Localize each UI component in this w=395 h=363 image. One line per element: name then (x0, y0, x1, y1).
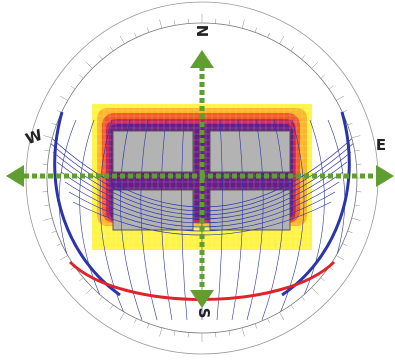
compass-tick (311, 61, 319, 69)
compass-tick (351, 135, 361, 139)
compass-tick (328, 86, 334, 90)
compass-tick (342, 243, 348, 246)
south-arrowhead-icon (190, 290, 214, 308)
compass-tick (110, 46, 114, 52)
compass-tick (119, 312, 125, 321)
north-arrowhead-icon (190, 50, 214, 68)
compass-tick (301, 55, 306, 60)
compass-tick (311, 287, 319, 295)
west-label: W (23, 126, 45, 149)
compass-tick (351, 217, 361, 221)
compass-tick (79, 74, 84, 79)
compass-tick (267, 32, 270, 38)
building-northwest (112, 130, 194, 173)
compass-tick (98, 55, 103, 60)
east-label: E (376, 136, 386, 154)
cardinal-arrows (6, 50, 394, 308)
compass-tick (134, 32, 137, 38)
compass-tick (98, 296, 103, 301)
compass-tick (320, 277, 325, 282)
compass-tick (44, 149, 50, 152)
compass-tick (347, 123, 353, 126)
compass-tick (301, 296, 306, 301)
compass-tick (159, 327, 163, 337)
compass-tick (159, 19, 163, 29)
compass-tick (70, 86, 76, 90)
west-arrowhead-icon (6, 165, 24, 187)
compass-tick (354, 149, 360, 152)
compass-tick (290, 304, 294, 310)
compass-tick (279, 312, 285, 321)
compass-tick (228, 20, 231, 26)
sun-hour-line (276, 119, 305, 321)
compass-tick (173, 20, 176, 26)
compass-tick (290, 46, 294, 52)
south-label: S (195, 308, 213, 319)
compass-tick (56, 243, 62, 246)
compass-tick (44, 204, 50, 207)
compass-tick (228, 330, 231, 336)
compass-ticks (38, 14, 366, 342)
sun-hour-line (160, 119, 173, 321)
compass-tick (119, 35, 125, 44)
summer-solstice-arc (53, 111, 351, 297)
compass-tick (279, 35, 285, 44)
building-northeast (209, 130, 291, 173)
compass-tick (59, 255, 68, 261)
east-arrowhead-icon (376, 165, 394, 187)
compass-tick (336, 255, 345, 261)
compass-tick (254, 27, 257, 33)
compass-tick (59, 95, 68, 101)
compass-tick (85, 61, 93, 69)
compass-tick (85, 287, 93, 295)
compass-tick (51, 123, 57, 126)
compass-tick (51, 230, 57, 233)
sun-hour-line (231, 119, 244, 321)
compass-tick (320, 74, 325, 79)
compass-tick (267, 318, 270, 324)
compass-tick (254, 323, 257, 329)
sun-hour-line (99, 119, 128, 321)
compass-tick (134, 318, 137, 324)
compass-tick (43, 217, 53, 221)
compass-tick (147, 27, 150, 33)
sun-hour-line (120, 119, 143, 321)
compass-tick (79, 277, 84, 282)
north-label: N (193, 25, 211, 38)
compass-tick (347, 230, 353, 233)
sun-hour-line (216, 119, 223, 321)
compass-tick (173, 330, 176, 336)
compass-tick (241, 19, 245, 29)
sun-hour-line (261, 119, 284, 321)
compass-tick (336, 95, 345, 101)
compass-tick (110, 304, 114, 310)
compass-tick (43, 135, 53, 139)
compass-tick (354, 204, 360, 207)
sun-hour-line (181, 119, 188, 321)
compass-tick (241, 327, 245, 337)
compass-tick (147, 323, 150, 329)
